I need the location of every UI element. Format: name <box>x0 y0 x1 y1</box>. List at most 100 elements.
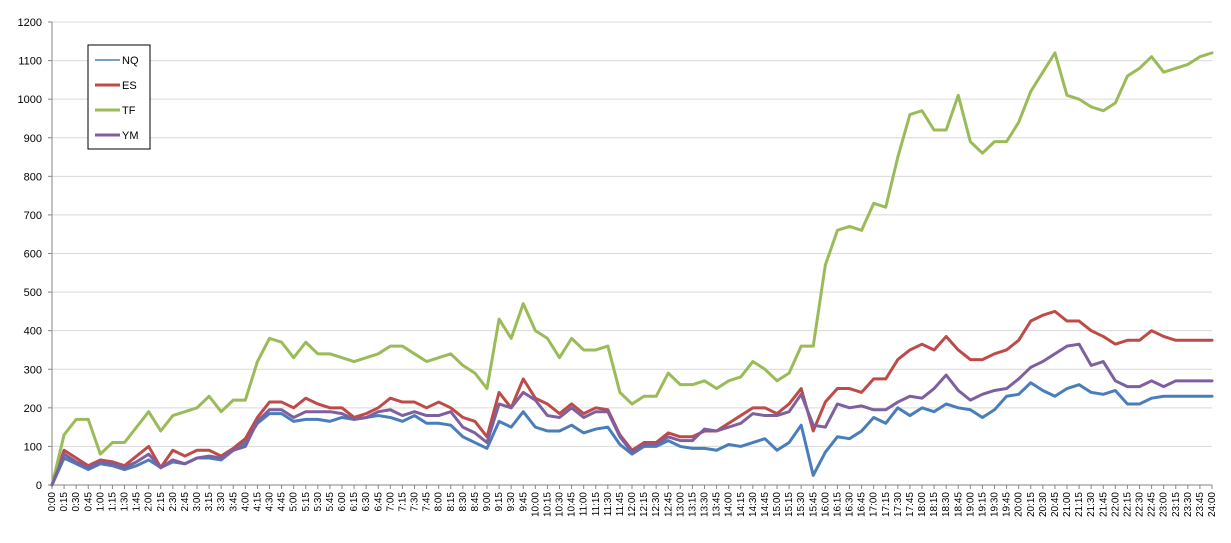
x-tick-label: 20:15 <box>1026 492 1037 517</box>
series-line-nq <box>50 381 1214 487</box>
x-tick-label: 17:45 <box>905 492 916 517</box>
x-tick-label: 17:15 <box>881 492 892 517</box>
y-tick-label: 0 <box>36 480 42 492</box>
x-tick-label: 16:45 <box>857 492 868 517</box>
legend: NQ ES TF YM <box>87 44 151 150</box>
x-tick-label: 22:15 <box>1122 492 1133 517</box>
x-tick-label: 19:45 <box>1002 492 1013 517</box>
x-tick-label: 1:00 <box>95 492 106 512</box>
x-tick-label: 1:45 <box>132 492 143 512</box>
x-tick-label: 17:30 <box>893 492 904 517</box>
x-tick-label: 12:30 <box>651 492 662 517</box>
x-tick-label: 20:30 <box>1038 492 1049 517</box>
x-tick-label: 14:30 <box>748 492 759 517</box>
x-tick-label: 12:45 <box>663 492 674 517</box>
x-tick-label: 11:30 <box>603 492 614 517</box>
gridlines <box>52 21 1212 447</box>
x-tick-label: 13:30 <box>700 492 711 517</box>
y-tick-label: 1000 <box>18 94 42 106</box>
y-tick-label: 500 <box>24 287 42 299</box>
x-tick-label: 3:30 <box>216 492 227 512</box>
y-tick-label: 700 <box>24 210 42 222</box>
x-tick-label: 13:45 <box>712 492 723 517</box>
x-tick-label: 12:15 <box>639 492 650 517</box>
x-tick-label: 11:00 <box>579 492 590 517</box>
x-tick-label: 5:00 <box>289 492 300 512</box>
x-tick-label: 6:30 <box>361 492 372 512</box>
x-tick-label: 14:45 <box>760 492 771 517</box>
x-tick-label: 5:30 <box>313 492 324 512</box>
x-tick-label: 11:15 <box>591 492 602 517</box>
x-tick-label: 22:00 <box>1110 492 1121 517</box>
x-tick-label: 4:45 <box>277 492 288 512</box>
series-lines <box>50 51 1214 487</box>
x-tick-label: 23:15 <box>1171 492 1182 517</box>
x-tick-label: 20:00 <box>1014 492 1025 517</box>
x-tick-label: 15:15 <box>784 492 795 517</box>
x-tick-label: 6:00 <box>337 492 348 512</box>
x-tick-label: 22:45 <box>1147 492 1158 517</box>
x-tick-label: 13:15 <box>687 492 698 517</box>
x-tick-label: 2:30 <box>168 492 179 512</box>
y-tick-label: 100 <box>24 441 42 453</box>
x-tick-label: 2:15 <box>156 492 167 512</box>
x-tick-label: 3:45 <box>228 492 239 512</box>
x-tick-label: 8:45 <box>470 492 481 512</box>
x-tick-label: 4:15 <box>252 492 263 512</box>
x-tick-label: 18:15 <box>929 492 940 517</box>
x-tick-label: 9:15 <box>494 492 505 512</box>
x-tick-label: 1:15 <box>107 492 118 512</box>
x-tick-label: 21:45 <box>1098 492 1109 517</box>
x-tick-label: 3:15 <box>204 492 215 512</box>
x-tick-label: 0:30 <box>71 492 82 512</box>
x-tick-label: 16:15 <box>832 492 843 517</box>
legend-label-tf: TF <box>122 105 136 117</box>
x-tick-label: 8:15 <box>446 492 457 512</box>
x-tick-label: 23:00 <box>1159 492 1170 517</box>
x-tick-label: 10:00 <box>530 492 541 517</box>
x-tick-label: 8:30 <box>458 492 469 512</box>
x-tick-label: 10:15 <box>542 492 553 517</box>
y-tick-label: 1100 <box>18 56 42 68</box>
y-tick-label: 1200 <box>18 17 42 29</box>
x-tick-label: 10:45 <box>567 492 578 517</box>
x-tick-label: 8:00 <box>434 492 445 512</box>
y-tick-label: 400 <box>24 326 42 338</box>
y-tick-label: 200 <box>24 403 42 415</box>
x-tick-label: 7:30 <box>410 492 421 512</box>
x-tick-label: 14:00 <box>724 492 735 517</box>
x-tick-label: 1:30 <box>120 492 131 512</box>
x-tick-label: 14:15 <box>736 492 747 517</box>
x-tick-label: 23:45 <box>1195 492 1206 517</box>
x-tick-label: 19:30 <box>990 492 1001 517</box>
x-tick-label: 6:15 <box>349 492 360 512</box>
x-tick-label: 6:45 <box>373 492 384 512</box>
x-tick-label: 20:45 <box>1050 492 1061 517</box>
x-tick-label: 2:45 <box>180 492 191 512</box>
x-tick-label: 7:15 <box>397 492 408 512</box>
x-tick-label: 0:45 <box>83 492 94 512</box>
x-tick-label: 3:00 <box>192 492 203 512</box>
legend-label-nq: NQ <box>122 55 139 67</box>
x-tick-label: 15:00 <box>772 492 783 517</box>
y-tick-label: 900 <box>24 133 42 145</box>
x-tick-label: 15:45 <box>808 492 819 517</box>
x-tick-label: 16:30 <box>845 492 856 517</box>
y-tick-label: 600 <box>24 249 42 261</box>
x-tick-label: 19:00 <box>965 492 976 517</box>
series-line-es <box>50 309 1214 487</box>
x-tick-label: 23:30 <box>1183 492 1194 517</box>
legend-box <box>87 44 151 150</box>
legend-label-ym: YM <box>122 130 139 142</box>
x-tick-label: 9:45 <box>518 492 529 512</box>
x-tick-label: 11:45 <box>615 492 626 517</box>
x-tick-label: 17:00 <box>869 492 880 517</box>
x-tick-label: 9:30 <box>506 492 517 512</box>
x-tick-label: 22:30 <box>1135 492 1146 517</box>
x-tick-label: 13:00 <box>675 492 686 517</box>
y-tick-label: 800 <box>24 171 42 183</box>
x-tick-label: 10:30 <box>555 492 566 517</box>
x-tick-label: 7:45 <box>422 492 433 512</box>
